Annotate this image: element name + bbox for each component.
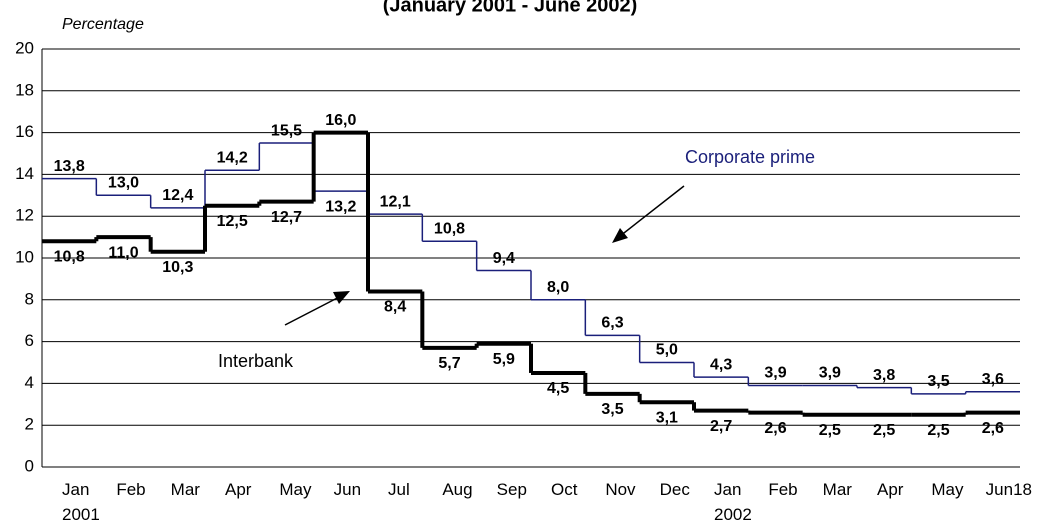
y-tick-label: 0 <box>25 456 34 475</box>
y-tick-label: 18 <box>15 80 34 99</box>
data-label: 8,0 <box>547 279 569 296</box>
data-label: 3,5 <box>601 401 623 418</box>
data-label: 5,0 <box>656 342 678 359</box>
data-label: 13,8 <box>54 158 85 175</box>
data-label: 2,5 <box>873 422 895 439</box>
data-label: 3,9 <box>819 365 841 382</box>
x-tick-label: Jan 2001 <box>62 480 100 524</box>
data-label: 14,2 <box>217 149 248 166</box>
x-tick-label: Apr <box>877 480 904 499</box>
chart-title: (January 2001 - June 2002) <box>383 0 638 16</box>
y-tick-label: 14 <box>15 164 34 183</box>
data-label: 8,4 <box>384 299 406 316</box>
x-tick-label: Jul <box>388 480 410 499</box>
data-label: 6,3 <box>601 315 623 332</box>
arrow <box>284 293 346 326</box>
data-label: 2,7 <box>710 418 732 435</box>
x-tick-label: Dec <box>659 480 690 499</box>
data-label: 3,8 <box>873 367 895 384</box>
data-label: 3,1 <box>656 409 678 426</box>
legend-label: Corporate prime <box>685 147 815 167</box>
x-tick-label: Jan 2002 <box>714 480 752 524</box>
x-tick-label: Jun18 <box>985 480 1032 499</box>
y-tick-label: 2 <box>25 415 34 434</box>
data-label: 16,0 <box>325 112 356 129</box>
data-label: 2,6 <box>982 420 1004 437</box>
data-label: 4,5 <box>547 380 569 397</box>
y-tick-label: 8 <box>25 289 34 308</box>
data-label: 3,9 <box>764 365 786 382</box>
y-tick-label: 4 <box>25 373 34 392</box>
data-label: 12,1 <box>380 193 411 210</box>
x-tick-label: Nov <box>605 480 636 499</box>
data-label: 9,4 <box>493 250 515 267</box>
data-label: 2,6 <box>764 420 786 437</box>
x-tick-label: Mar <box>170 480 200 499</box>
data-label: 13,0 <box>108 175 139 192</box>
data-label: 5,7 <box>438 355 460 372</box>
y-tick-label: 16 <box>15 122 34 141</box>
x-tick-label: Aug <box>442 480 473 499</box>
data-label: 10,8 <box>434 220 465 237</box>
x-tick-label: Sep <box>496 480 527 499</box>
data-label: 13,2 <box>325 198 356 215</box>
arrow-head <box>612 228 628 243</box>
data-label: 15,5 <box>271 122 302 139</box>
data-label: 2,5 <box>819 422 841 439</box>
x-tick-label: Mar <box>822 480 852 499</box>
y-tick-label: 20 <box>15 38 34 57</box>
data-label: 5,9 <box>493 351 515 368</box>
data-label: 10,3 <box>162 259 193 276</box>
arrow-head <box>333 291 350 304</box>
y-tick-label: 6 <box>25 331 34 350</box>
x-tick-label: Feb <box>768 480 798 499</box>
x-tick-label: Feb <box>116 480 146 499</box>
data-label: 12,5 <box>217 213 248 230</box>
y-tick-label: 10 <box>15 247 34 266</box>
x-tick-label: Apr <box>225 480 252 499</box>
arrow <box>614 185 685 241</box>
legend-label: Interbank <box>218 351 294 371</box>
y-tick-label: 12 <box>15 206 34 225</box>
x-tick-label: May <box>931 480 964 499</box>
x-tick-label: Oct <box>551 480 578 499</box>
data-label: 10,8 <box>54 248 85 265</box>
data-label: 3,6 <box>982 371 1004 388</box>
data-label: 3,5 <box>927 373 949 390</box>
x-tick-label: May <box>279 480 312 499</box>
data-label: 12,7 <box>271 209 302 226</box>
y-axis-label: Percentage <box>62 16 144 33</box>
x-tick-label: Jun <box>333 480 362 499</box>
data-label: 2,5 <box>927 422 949 439</box>
data-label: 11,0 <box>108 244 138 261</box>
data-label: 4,3 <box>710 356 732 373</box>
data-label: 12,4 <box>162 187 193 204</box>
